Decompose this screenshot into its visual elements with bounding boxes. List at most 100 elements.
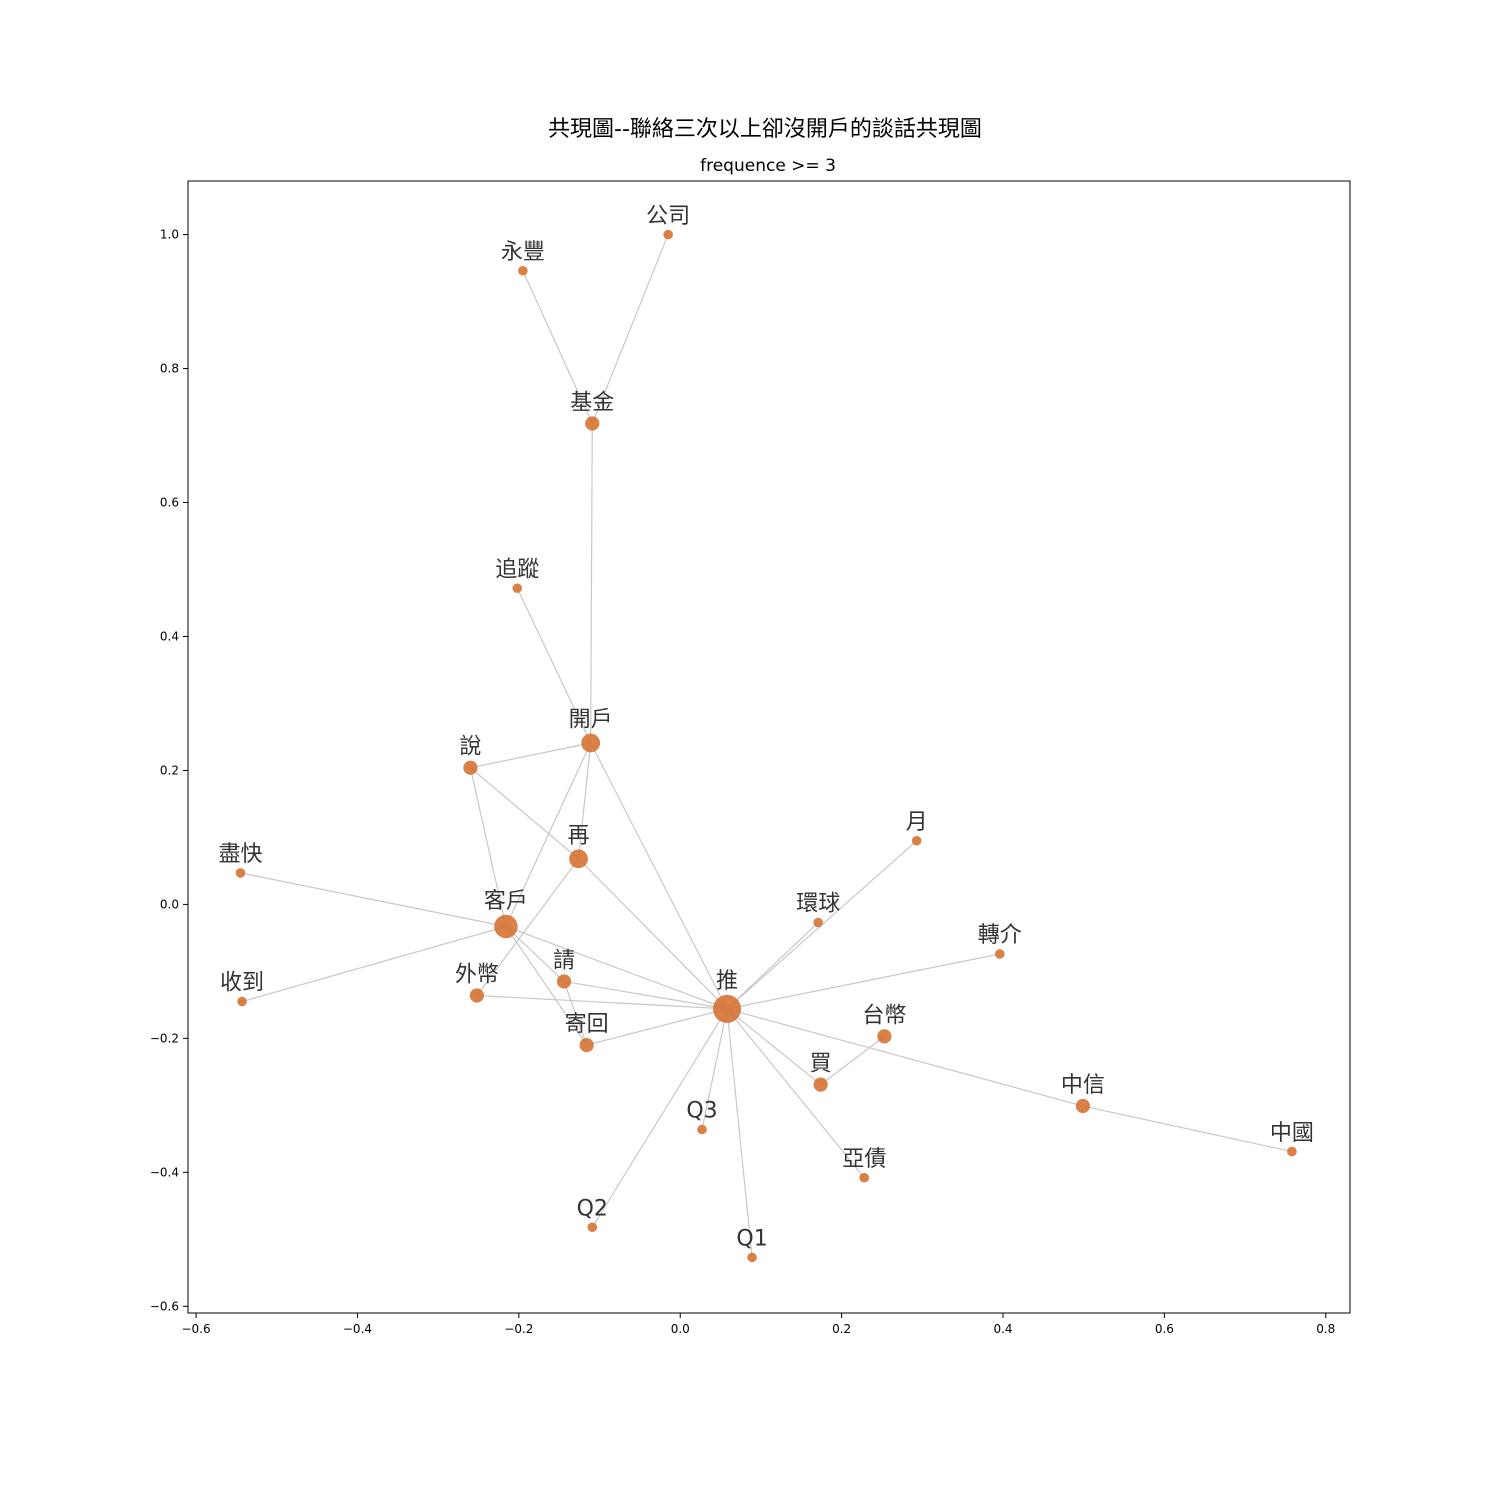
- x-tick-label: 0.4: [993, 1322, 1012, 1336]
- edge: [726, 1008, 1084, 1107]
- node-marker[interactable]: [235, 868, 246, 878]
- node-label: 中信: [1061, 1073, 1105, 1098]
- y-axis: −0.6 −0.4 −0.2 0.0 0.2 0.4 0.6 0.8 1.0: [150, 228, 188, 1313]
- node-marker[interactable]: [556, 974, 572, 989]
- edge: [701, 1008, 728, 1130]
- edge: [522, 270, 593, 424]
- edge: [563, 981, 588, 1046]
- edge: [516, 587, 592, 744]
- edge: [591, 1008, 728, 1228]
- edge: [505, 742, 592, 927]
- edge: [726, 922, 819, 1010]
- node-label: 月: [906, 810, 928, 835]
- edge: [586, 1008, 728, 1046]
- node-label: 轉介: [978, 923, 1022, 948]
- node-marker[interactable]: [813, 1077, 828, 1092]
- node-marker[interactable]: [569, 849, 588, 869]
- x-tick-label: 0.2: [832, 1322, 851, 1336]
- node-label: 買: [810, 1051, 832, 1076]
- node-label: 客戶: [484, 889, 528, 914]
- node-marker[interactable]: [587, 1222, 598, 1233]
- node-marker[interactable]: [463, 760, 478, 775]
- node-marker[interactable]: [1287, 1146, 1297, 1157]
- x-axis: −0.6 −0.4 −0.2 0.0 0.2 0.4 0.6 0.8: [181, 1313, 1335, 1336]
- node-label: 寄回: [565, 1012, 609, 1037]
- y-tick-label: 0.4: [160, 629, 179, 643]
- edge: [505, 926, 565, 982]
- y-tick-label: −0.4: [150, 1165, 179, 1179]
- node-label: 說: [459, 735, 481, 760]
- y-tick-label: 0.6: [160, 496, 179, 510]
- edge: [590, 742, 728, 1010]
- edge: [590, 423, 593, 743]
- node-marker[interactable]: [877, 1029, 892, 1044]
- node-marker[interactable]: [518, 265, 528, 276]
- node-marker[interactable]: [579, 1037, 594, 1053]
- chart-subtitle: frequence >= 3: [700, 156, 836, 176]
- node-label: 中國: [1270, 1121, 1314, 1146]
- node-label: 追蹤: [495, 557, 539, 582]
- edge: [476, 858, 580, 996]
- node-marker[interactable]: [1075, 1098, 1091, 1114]
- node-marker[interactable]: [581, 733, 601, 753]
- node-marker[interactable]: [747, 1252, 757, 1263]
- y-tick-label: −0.6: [150, 1299, 179, 1313]
- edge: [591, 234, 669, 424]
- x-tick-label: −0.2: [504, 1322, 533, 1336]
- node-marker[interactable]: [697, 1124, 707, 1135]
- node-label: Q1: [736, 1227, 767, 1252]
- edge: [726, 1008, 865, 1179]
- plot-area-frame: [187, 180, 1351, 1314]
- nodes-layer: [235, 229, 1297, 1263]
- x-tick-label: 0.0: [671, 1322, 690, 1336]
- edge: [726, 1008, 822, 1086]
- node-label: 永豐: [501, 240, 545, 265]
- edge: [505, 925, 728, 1010]
- y-tick-label: 1.0: [160, 228, 179, 242]
- x-tick-label: −0.4: [343, 1322, 372, 1336]
- edge: [577, 742, 592, 859]
- node-label: 外幣: [455, 962, 499, 987]
- node-label: 公司: [646, 204, 690, 229]
- node-label: 推: [716, 969, 738, 994]
- node-label: 基金: [570, 390, 614, 415]
- x-tick-label: 0.6: [1155, 1322, 1174, 1336]
- x-tick-label: −0.6: [181, 1322, 210, 1336]
- node-label: 開戶: [569, 708, 613, 733]
- y-tick-label: 0.2: [160, 763, 179, 777]
- node-marker[interactable]: [585, 416, 600, 431]
- node-label: 台幣: [862, 1003, 906, 1028]
- y-tick-label: −0.2: [150, 1031, 179, 1045]
- node-marker[interactable]: [469, 988, 484, 1003]
- node-marker[interactable]: [994, 949, 1005, 959]
- y-tick-label: 0.0: [160, 897, 179, 911]
- edge: [505, 926, 588, 1046]
- node-marker[interactable]: [494, 914, 518, 939]
- node-marker[interactable]: [813, 917, 824, 928]
- edge: [578, 858, 728, 1010]
- node-label: Q2: [577, 1196, 608, 1221]
- chart-title: 共現圖--聯絡三次以上卻沒開戶的談話共現圖: [548, 117, 982, 142]
- node-label: 盡快: [218, 842, 262, 867]
- edge: [563, 980, 728, 1010]
- node-marker[interactable]: [663, 229, 673, 240]
- edge: [470, 767, 579, 860]
- edge: [726, 1008, 753, 1258]
- edge: [241, 925, 507, 1003]
- node-marker[interactable]: [237, 996, 247, 1007]
- node-label: 環球: [796, 892, 840, 917]
- node-marker[interactable]: [911, 835, 922, 846]
- node-label: 收到: [220, 971, 264, 996]
- node-label: 請: [553, 948, 575, 973]
- node-label: Q3: [686, 1099, 717, 1124]
- edge: [470, 742, 591, 769]
- node-marker[interactable]: [859, 1172, 870, 1183]
- x-tick-label: 0.8: [1316, 1322, 1335, 1336]
- node-marker[interactable]: [512, 583, 523, 594]
- edge: [1082, 1105, 1293, 1153]
- node-label: 再: [568, 823, 590, 848]
- node-marker[interactable]: [713, 994, 742, 1023]
- y-tick-label: 0.8: [160, 362, 179, 376]
